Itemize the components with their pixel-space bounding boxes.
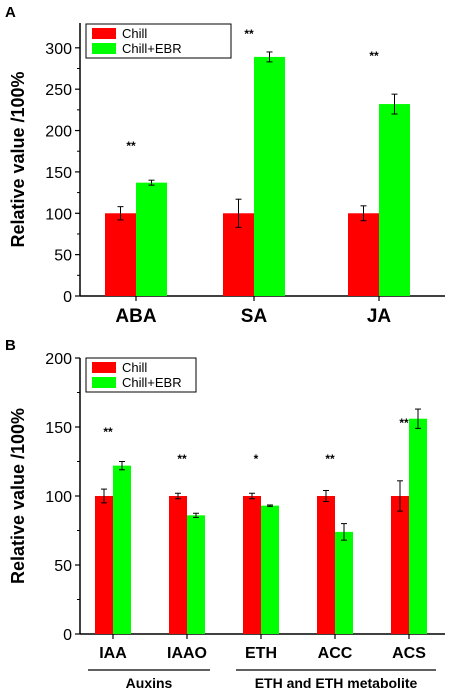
bar-chill-ebr	[136, 182, 167, 296]
x-category-label: ABA	[115, 306, 156, 327]
bar-chill	[95, 496, 113, 634]
bar-chill-ebr	[187, 515, 205, 634]
bar-chill-ebr	[335, 531, 353, 634]
bar-chill-ebr	[254, 56, 285, 296]
y-tick-label: 100	[45, 206, 72, 223]
y-tick-label: 200	[45, 124, 72, 141]
significance-marker: **	[103, 425, 113, 439]
legend-label: Chill	[122, 26, 147, 41]
bar-chill-ebr	[261, 505, 279, 634]
y-tick-label: 150	[45, 165, 72, 182]
y-tick-label: 300	[45, 41, 72, 58]
y-tick-label: 100	[45, 489, 72, 506]
y-tick-label: 200	[45, 351, 72, 368]
group-label: ETH and ETH metabolite	[255, 675, 418, 691]
bar-chill	[317, 496, 335, 634]
bar-chill	[169, 496, 187, 634]
x-category-label: ACC	[318, 645, 353, 662]
significance-marker: **	[244, 27, 254, 41]
bar-chill-ebr	[379, 104, 410, 296]
legend-label: Chill+EBR	[122, 375, 182, 390]
significance-marker: **	[369, 49, 379, 63]
x-category-label: IAAO	[167, 645, 207, 662]
legend-swatch-chill-ebr	[92, 43, 116, 54]
legend-label: Chill	[122, 360, 147, 375]
y-tick-label: 0	[63, 627, 72, 644]
legend-label: Chill+EBR	[122, 41, 182, 56]
bar-chill	[391, 496, 409, 634]
y-tick-label: 0	[63, 289, 72, 306]
bar-chill	[243, 496, 261, 634]
panel-b: B 0 50 100 150 200 Relative value /100% ** IAA *…	[5, 337, 445, 691]
significance-marker: **	[126, 139, 136, 153]
legend-swatch-chill-ebr	[92, 377, 116, 388]
y-tick-label: 250	[45, 82, 72, 99]
significance-marker: *	[254, 452, 259, 466]
x-category-label: JA	[367, 306, 392, 327]
significance-marker: **	[177, 452, 187, 466]
group-label: Auxins	[126, 675, 173, 691]
panel-a: A 0 50 100 150 200 250 300 Relative value /100%…	[5, 4, 445, 327]
significance-marker: **	[399, 416, 409, 430]
y-tick-label: 150	[45, 420, 72, 437]
panel-b-letter: B	[5, 337, 16, 354]
y-axis-label: Relative value /100%	[8, 408, 28, 584]
bar-chill-ebr	[409, 418, 427, 634]
bar-chill	[348, 213, 379, 296]
legend-swatch-chill	[92, 362, 116, 373]
x-category-label: IAA	[99, 645, 127, 662]
panel-a-letter: A	[5, 4, 16, 21]
y-tick-label: 50	[54, 558, 72, 575]
bar-chill	[105, 213, 136, 296]
bar-chill-ebr	[113, 465, 131, 634]
x-category-label: SA	[241, 306, 268, 327]
x-category-label: ETH	[245, 645, 277, 662]
significance-marker: **	[325, 452, 335, 466]
x-category-label: ACS	[392, 645, 426, 662]
y-tick-label: 50	[54, 248, 72, 265]
legend-swatch-chill	[92, 28, 116, 39]
y-axis-label: Relative value /100%	[8, 71, 28, 247]
